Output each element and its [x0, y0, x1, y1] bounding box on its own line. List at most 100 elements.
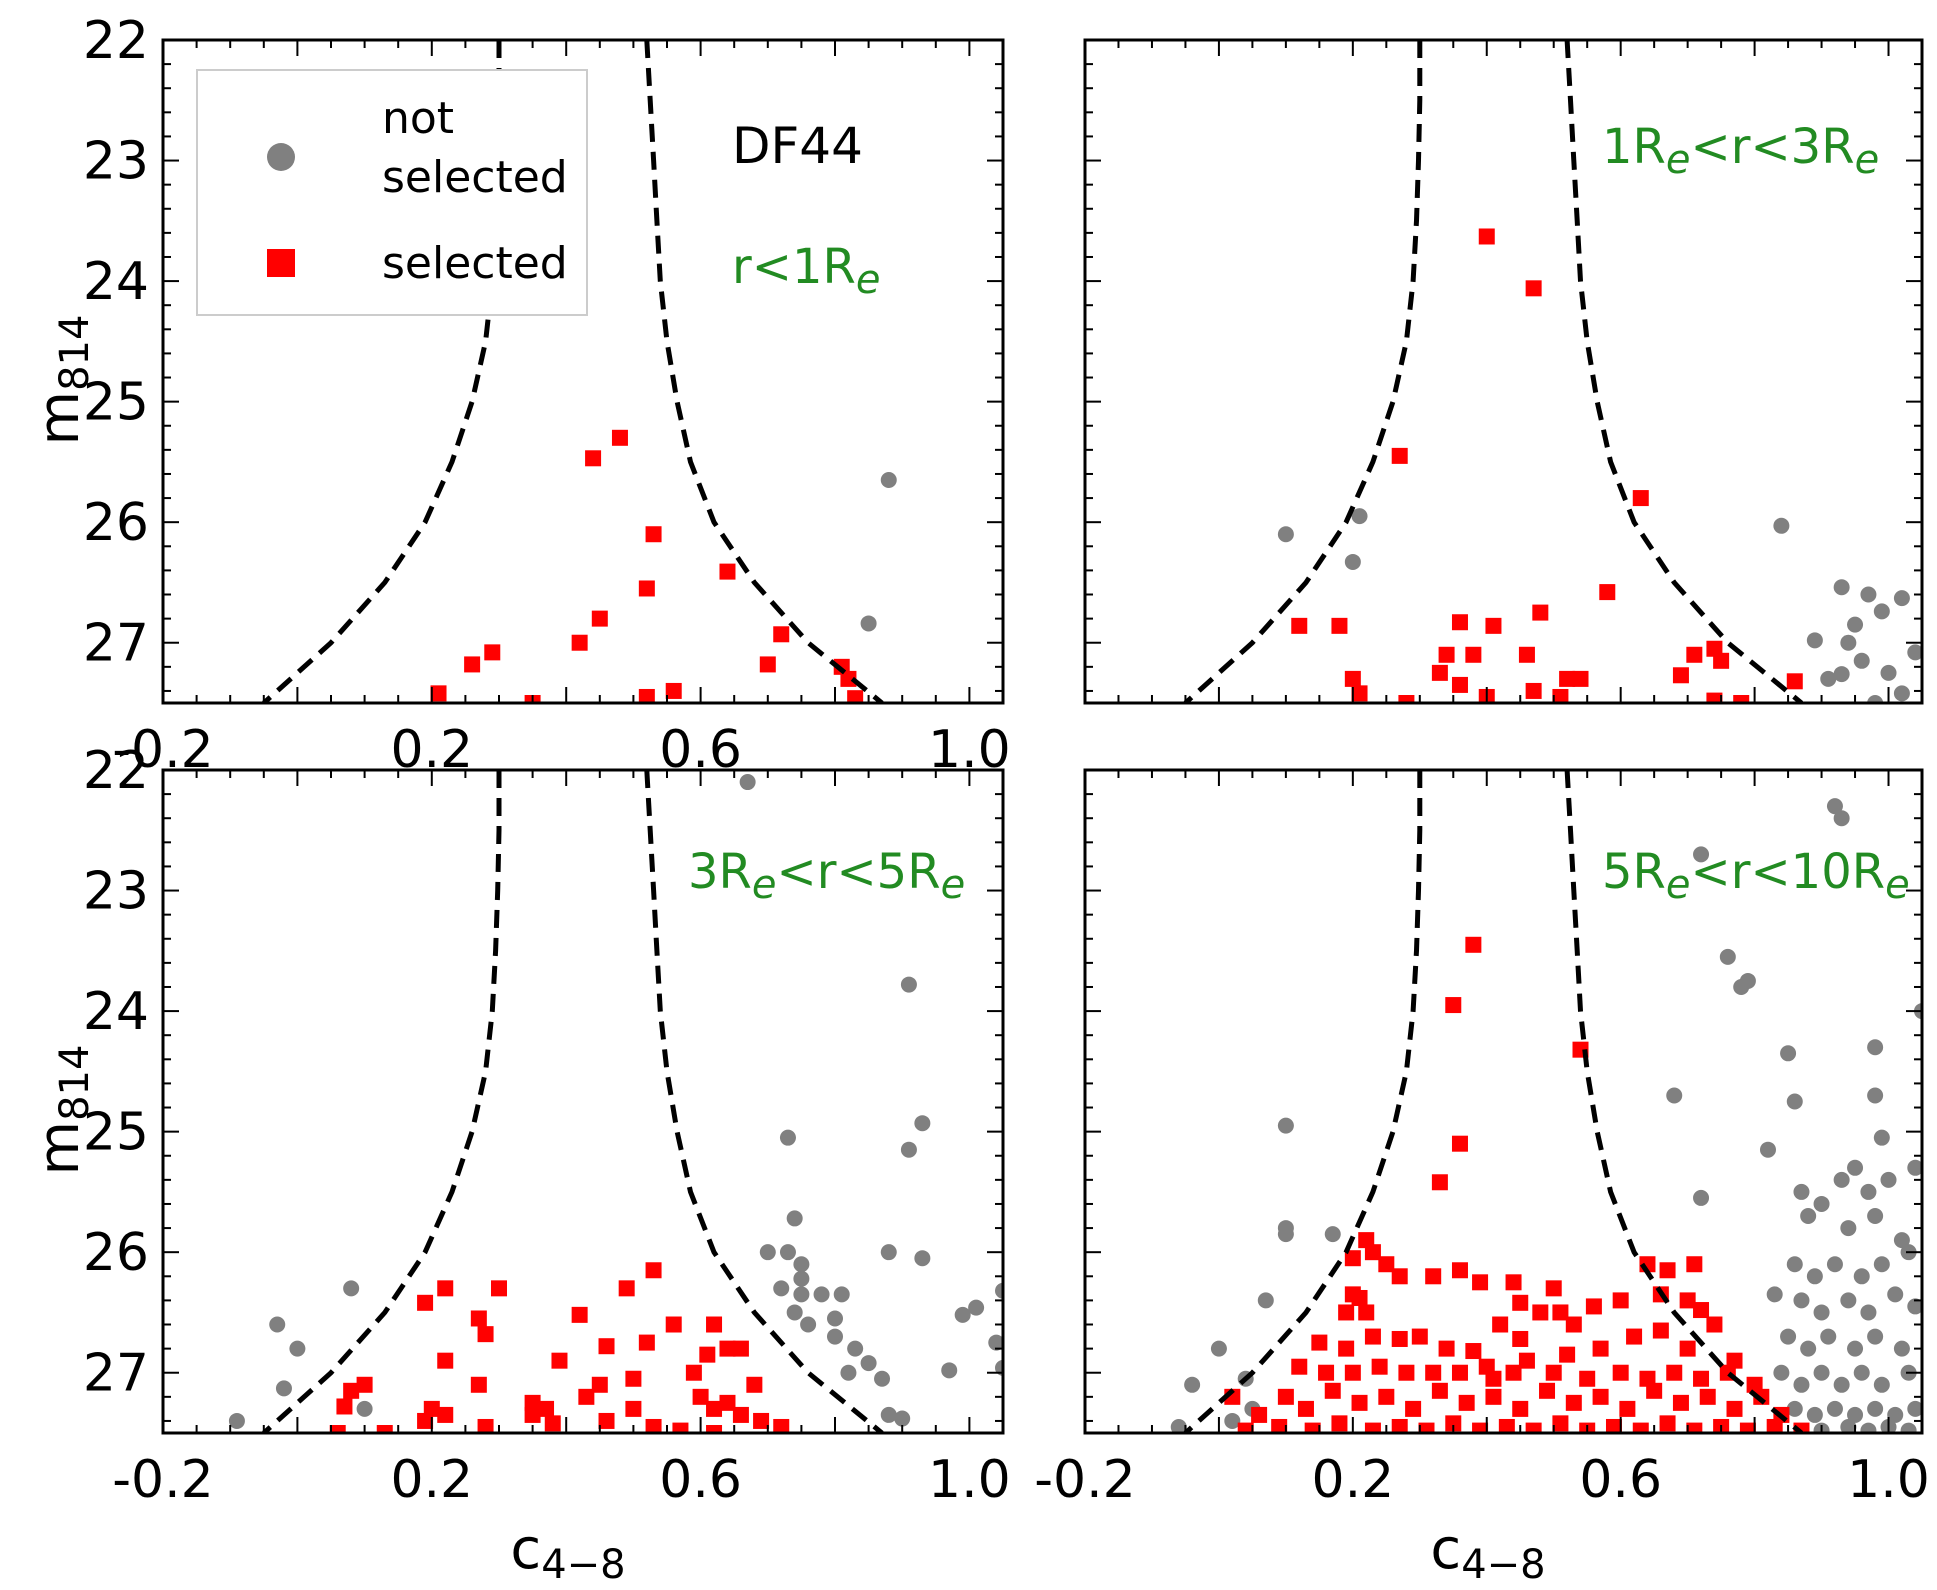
selected-point — [1472, 1422, 1489, 1433]
not-selected-point — [1780, 1045, 1797, 1062]
selected-point — [1585, 1298, 1602, 1315]
selected-point — [645, 1418, 662, 1433]
selected-point — [1793, 1422, 1810, 1433]
not-selected-point — [1867, 1328, 1884, 1345]
not-selected-point — [1277, 526, 1294, 543]
selected-point — [1733, 695, 1750, 703]
selected-point — [625, 1400, 642, 1417]
not-selected-point — [1833, 1376, 1850, 1393]
plot-frame — [1083, 38, 1924, 705]
selected-points — [1224, 936, 1810, 1433]
not-selected-points — [228, 774, 1003, 1429]
selection-curves — [1183, 770, 1804, 1433]
selected-point — [1686, 646, 1703, 663]
selected-point — [1626, 1328, 1643, 1345]
selected-point — [417, 1412, 434, 1429]
not-selected-point — [1867, 1087, 1884, 1104]
not-selected-point — [1277, 1117, 1294, 1134]
selected-point — [1478, 228, 1495, 245]
selected-point — [1378, 1388, 1395, 1405]
selected-point — [1679, 1340, 1696, 1357]
y-axis-label: m814 — [27, 315, 98, 446]
selected-point — [1545, 1280, 1562, 1297]
selected-point — [336, 1398, 353, 1415]
selected-point — [665, 682, 682, 699]
selected-point — [1411, 1328, 1428, 1345]
selected-point — [524, 1406, 541, 1423]
selected-point — [1237, 1422, 1254, 1433]
selected-point — [1512, 1400, 1529, 1417]
selected-point — [1291, 1358, 1308, 1375]
selected-point — [376, 1425, 393, 1433]
x-axis-label: c4−8 — [1430, 1517, 1545, 1588]
selected-point — [470, 1376, 487, 1393]
selected-point — [625, 1370, 642, 1387]
selected-point — [1498, 1418, 1515, 1433]
selected-point — [1324, 1382, 1341, 1399]
selected-point — [1351, 1394, 1368, 1411]
selected-point — [719, 1340, 736, 1357]
not-selected-point — [779, 1244, 796, 1261]
not-selected-point — [1860, 1422, 1877, 1433]
selected-point — [1438, 1340, 1455, 1357]
selected-point — [1445, 997, 1462, 1014]
selected-point — [618, 1280, 635, 1297]
selected-point — [477, 1418, 494, 1433]
not-selected-point — [1786, 1400, 1803, 1417]
legend-marker-selected — [267, 249, 295, 277]
not-selected-point — [1693, 1189, 1710, 1206]
selected-point — [1672, 1394, 1689, 1411]
selection-curve — [1183, 770, 1423, 1433]
y-tick-label: 23 — [83, 862, 149, 922]
selected-point — [1492, 1316, 1509, 1333]
not-selected-point — [289, 1340, 306, 1357]
y-tick-label: 26 — [83, 493, 149, 553]
not-selected-point — [1170, 1418, 1187, 1433]
not-selected-point — [1833, 1171, 1850, 1188]
not-selected-point — [786, 1304, 803, 1321]
selected-point — [1438, 646, 1455, 663]
selected-point — [685, 1364, 702, 1381]
selected-point — [1405, 1400, 1422, 1417]
y-tick-label: 22 — [83, 11, 149, 71]
not-selected-point — [900, 976, 917, 993]
panel-top-right: 1Re<r<3Re — [1083, 38, 1924, 705]
not-selected-point — [793, 1270, 810, 1287]
not-selected-point — [1847, 1406, 1864, 1423]
selected-point — [706, 1425, 723, 1433]
selected-point — [840, 670, 857, 687]
not-selected-point — [1813, 1195, 1830, 1212]
selected-point — [1659, 1415, 1676, 1432]
selected-point — [732, 1406, 749, 1423]
selected-point — [484, 644, 501, 661]
selection-curve — [262, 770, 502, 1433]
selected-points — [1291, 228, 1803, 703]
selected-point — [1485, 617, 1502, 634]
not-selected-point — [1853, 652, 1870, 669]
selected-point — [437, 1352, 454, 1369]
selected-point — [1391, 447, 1408, 464]
not-selected-point — [840, 1364, 857, 1381]
selected-point — [1304, 1422, 1321, 1433]
selected-point — [1364, 1328, 1381, 1345]
selected-point — [1418, 1422, 1435, 1433]
not-selected-point — [1893, 1232, 1910, 1249]
selected-point — [1485, 1370, 1502, 1387]
not-selected-point — [1344, 553, 1361, 570]
selected-point — [538, 1400, 555, 1417]
not-selected-point — [954, 1306, 971, 1323]
selected-point — [1485, 1388, 1502, 1405]
selected-point — [1425, 1268, 1442, 1285]
selected-point — [638, 688, 655, 703]
selected-point — [598, 1338, 615, 1355]
not-selected-point — [343, 1280, 360, 1297]
selected-point — [1512, 1330, 1529, 1347]
selected-point — [477, 1326, 494, 1343]
not-selected-points — [860, 471, 897, 632]
not-selected-point — [847, 1340, 864, 1357]
not-selected-point — [1873, 603, 1890, 620]
selected-point — [1465, 936, 1482, 953]
not-selected-point — [1813, 1304, 1830, 1321]
not-selected-point — [1840, 1220, 1857, 1237]
not-selected-point — [1826, 1256, 1843, 1273]
